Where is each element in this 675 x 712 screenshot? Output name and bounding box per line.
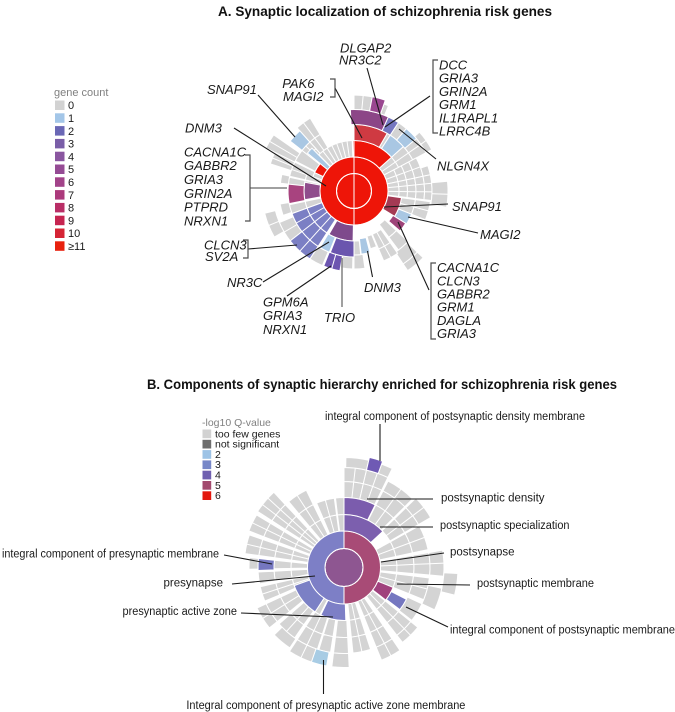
svg-text:A. Synaptic localization of sc: A. Synaptic localization of schizophreni…	[218, 3, 552, 19]
svg-text:presynapse: presynapse	[164, 578, 223, 590]
svg-text:postsynaptic membrane: postsynaptic membrane	[477, 578, 594, 590]
svg-text:SNAP91: SNAP91	[207, 82, 257, 97]
svg-text:LRRC4B: LRRC4B	[439, 124, 491, 139]
svg-text:GRIA3: GRIA3	[263, 308, 303, 323]
svg-text:NRXN1: NRXN1	[263, 322, 307, 337]
svg-text:CLCN3: CLCN3	[204, 237, 247, 252]
svg-text:integral component of postsyna: integral component of postsynaptic membr…	[450, 625, 675, 637]
svg-text:GRIA3: GRIA3	[437, 326, 477, 341]
svg-text:3: 3	[215, 459, 221, 471]
svg-text:too few genes: too few genes	[215, 428, 280, 440]
svg-text:not significant: not significant	[215, 439, 279, 451]
svg-text:GRIN2A: GRIN2A	[184, 186, 232, 201]
svg-text:10: 10	[68, 228, 80, 240]
svg-text:2: 2	[215, 449, 221, 461]
svg-text:DLGAP2: DLGAP2	[340, 40, 392, 55]
svg-text:9: 9	[68, 215, 74, 227]
svg-text:PAK6: PAK6	[282, 76, 315, 91]
svg-text:DNM3: DNM3	[185, 120, 223, 135]
svg-text:B. Components of synaptic hier: B. Components of synaptic hierarchy enri…	[147, 376, 617, 392]
svg-text:7: 7	[68, 190, 74, 202]
svg-text:GRM1: GRM1	[439, 97, 477, 112]
svg-text:TRIO: TRIO	[324, 310, 355, 325]
svg-text:DCC: DCC	[439, 58, 468, 73]
svg-text:SNAP91: SNAP91	[452, 199, 502, 214]
svg-text:presynaptic active zone: presynaptic active zone	[123, 606, 238, 618]
svg-text:GRM1: GRM1	[437, 300, 475, 315]
svg-text:integral component of presynap: integral component of presynaptic membra…	[2, 549, 219, 561]
svg-text:CACNA1C: CACNA1C	[184, 144, 247, 159]
svg-text:8: 8	[68, 203, 74, 215]
svg-text:DAGLA: DAGLA	[437, 313, 481, 328]
svg-text:NR3C: NR3C	[227, 275, 263, 290]
svg-text:GABBR2: GABBR2	[184, 158, 238, 173]
svg-text:1: 1	[68, 113, 74, 125]
svg-text:4: 4	[215, 470, 221, 482]
svg-text:6: 6	[215, 490, 221, 502]
svg-text:postsynaptic density: postsynaptic density	[441, 493, 545, 505]
svg-text:MAGI2: MAGI2	[283, 89, 324, 104]
svg-text:6: 6	[68, 177, 74, 189]
svg-text:5: 5	[68, 164, 74, 176]
svg-text:SV2A: SV2A	[205, 249, 238, 264]
svg-text:integral component of postsyna: integral component of postsynaptic densi…	[325, 411, 585, 423]
svg-text:postsynapse: postsynapse	[450, 546, 515, 558]
svg-text:2: 2	[68, 126, 74, 138]
svg-text:PTPRD: PTPRD	[184, 200, 228, 215]
svg-text:-log10 Q-value: -log10 Q-value	[202, 417, 271, 429]
svg-text:Integral component of presynap: Integral component of presynaptic active…	[186, 700, 465, 712]
svg-text:CACNA1C: CACNA1C	[437, 260, 500, 275]
svg-text:IL1RAPL1: IL1RAPL1	[439, 110, 498, 125]
svg-text:5: 5	[215, 480, 221, 492]
svg-text:GRIA3: GRIA3	[184, 172, 224, 187]
svg-text:NLGN4X: NLGN4X	[437, 159, 490, 174]
svg-text:4: 4	[68, 151, 74, 163]
svg-text:GRIA3: GRIA3	[439, 71, 479, 86]
svg-text:≥11: ≥11	[68, 241, 85, 253]
svg-text:postsynaptic specialization: postsynaptic specialization	[440, 520, 570, 532]
svg-text:GPM6A: GPM6A	[263, 295, 309, 310]
svg-text:3: 3	[68, 139, 74, 151]
svg-text:GRIN2A: GRIN2A	[439, 84, 487, 99]
svg-text:NR3C2: NR3C2	[339, 53, 382, 68]
svg-text:MAGI2: MAGI2	[480, 227, 521, 242]
svg-text:CLCN3: CLCN3	[437, 273, 480, 288]
svg-text:NRXN1: NRXN1	[184, 214, 228, 229]
svg-text:0: 0	[68, 100, 74, 112]
svg-text:DNM3: DNM3	[364, 280, 402, 295]
svg-text:gene count: gene count	[54, 87, 108, 99]
svg-text:GABBR2: GABBR2	[437, 287, 491, 302]
